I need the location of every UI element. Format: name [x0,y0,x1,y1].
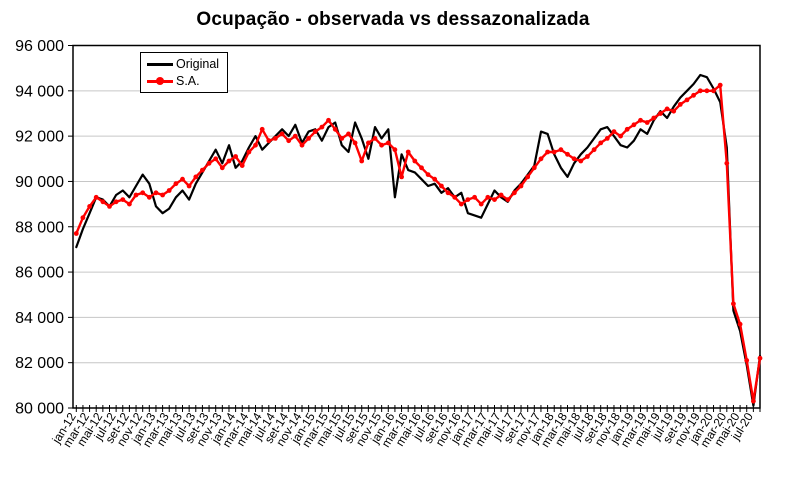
original-series-line [75,73,762,407]
y-tick-label: 88 000 [15,219,64,236]
y-tick-label: 84 000 [15,310,64,327]
original-line-swatch [147,62,173,66]
legend-item-sa: S.A. [147,74,219,88]
legend-item-original: Original [147,57,219,71]
y-tick-label: 96 000 [15,38,64,55]
y-tick-label: 80 000 [15,401,64,418]
y-tick-label: 92 000 [15,129,64,146]
y-axis-ticks [68,45,73,409]
x-axis-labels: jan-12mar-12mai-12jul-12set-12nov-12jan-… [49,410,756,450]
gridlines [73,90,760,364]
legend: Original S.A. [140,52,229,93]
y-axis-labels: 96 000 94 000 92 000 90 000 88 000 86 000 84 0… [15,38,64,418]
y-tick-label: 82 000 [15,355,64,372]
y-tick-label: 94 000 [15,83,64,100]
sa-series-markers [73,82,763,404]
sa-marker-dot [156,77,164,85]
legend-label-original: Original [176,57,220,71]
x-axis-ticks [75,405,761,412]
legend-label-sa: S.A. [176,74,200,88]
sa-line-swatch [147,77,173,85]
sa-series-line [75,83,762,403]
y-tick-label: 90 000 [15,174,64,191]
chart-title: Ocupação - observada vs dessazonalizada [196,9,590,30]
y-tick-label: 86 000 [15,265,64,282]
